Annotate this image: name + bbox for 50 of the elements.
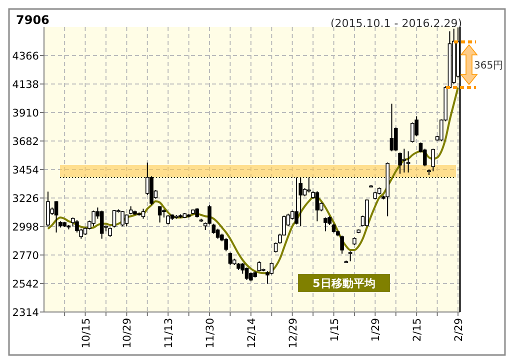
- chart-subtitle: (2015.10.1 - 2016.2.29): [330, 17, 462, 30]
- candlestick: [92, 210, 96, 227]
- candlestick: [324, 217, 328, 232]
- x-tick-label: 2/29: [453, 318, 465, 342]
- y-tick-label: 2542: [12, 278, 39, 290]
- x-tick-label: 1/15: [328, 318, 341, 342]
- y-tick-label: 4366: [12, 50, 40, 62]
- y-tick-label: 3910: [12, 108, 39, 120]
- candlestick: [108, 227, 112, 238]
- candlestick: [216, 228, 220, 240]
- x-tick-label: 11/13: [163, 318, 176, 348]
- candlestick: [390, 103, 394, 152]
- x-tick-label: 1/29: [370, 318, 382, 342]
- candlestick: [315, 190, 320, 222]
- y-tick-label: 4138: [12, 79, 39, 91]
- x-tick-label: 10/15: [80, 318, 92, 348]
- candlestick: [348, 250, 352, 262]
- line-series: [47, 86, 459, 274]
- candlestick: [212, 223, 216, 234]
- text: 5日移動平均: [312, 277, 376, 290]
- candlestick: [158, 206, 162, 223]
- y-tick-label: 2998: [12, 222, 39, 234]
- candlestick: [54, 200, 58, 233]
- candlestick: [46, 191, 50, 228]
- y-tick-label: 2314: [12, 307, 40, 319]
- y-tick-label: 3226: [12, 193, 40, 205]
- candlestick: [112, 210, 116, 228]
- candlestick: [195, 208, 199, 218]
- text: 365円: [474, 60, 504, 72]
- candlestick: [398, 152, 402, 174]
- candlestick: [224, 238, 228, 252]
- candlestick: [120, 210, 124, 227]
- candlestick: [406, 150, 410, 173]
- x-tick-label: 11/30: [204, 318, 217, 348]
- y-tick-label: 3682: [12, 136, 39, 148]
- candlestick: [141, 208, 146, 220]
- candlestick: [228, 252, 232, 266]
- x-tick-label: 10/29: [122, 318, 134, 348]
- candlestick: [244, 267, 249, 280]
- x-tick-label: 12/29: [287, 318, 300, 348]
- candlestick: [394, 127, 398, 152]
- candlestick: [257, 260, 262, 272]
- candlestick: [402, 148, 406, 173]
- y-tick-label: 3454: [12, 164, 40, 176]
- candlestick: [431, 148, 436, 172]
- x-tick-label: 2/15: [412, 318, 424, 342]
- y-tick-label: 2770: [12, 250, 39, 262]
- x-tick-label: 12/14: [246, 318, 258, 348]
- chart-title: 7906: [16, 13, 50, 27]
- candlestick: [100, 210, 104, 240]
